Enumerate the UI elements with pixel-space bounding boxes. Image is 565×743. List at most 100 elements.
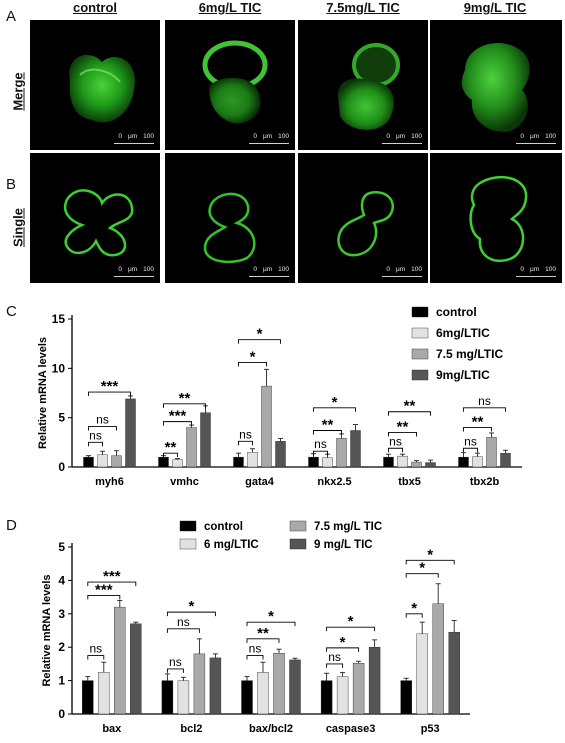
significance-bracket: [313, 450, 328, 456]
y-tick-label: 3: [58, 607, 65, 621]
significance-label: **: [179, 390, 191, 407]
legend-label: 7.5 mg/L TIC: [314, 521, 382, 533]
scale-bar: [249, 276, 289, 277]
bar: [368, 646, 381, 715]
significance-label: ***: [103, 568, 121, 585]
bar: [97, 454, 108, 468]
significance-bracket: [405, 573, 439, 578]
column-label-6mg: 6mg/L TIC: [198, 0, 262, 15]
significance-bracket: [166, 628, 200, 633]
significance-bracket: [405, 613, 423, 618]
bar: [186, 427, 197, 468]
legend-label: 9 mg/L TIC: [314, 539, 373, 551]
significance-label: ns: [389, 434, 402, 448]
micrograph-merge-control: 0 μm 100: [30, 20, 160, 150]
significance-label: *: [268, 608, 274, 625]
bar: [261, 385, 272, 468]
bar: [416, 633, 428, 715]
significance-label: *: [411, 600, 417, 617]
significance-label: ns: [249, 642, 262, 656]
significance-bracket: [88, 441, 103, 447]
bar: [83, 456, 94, 468]
significance-label: *: [348, 613, 354, 630]
bar: [98, 672, 110, 715]
significance-label: ns: [177, 615, 190, 629]
bar: [82, 680, 94, 715]
bar: [383, 456, 394, 468]
bar: [200, 412, 211, 468]
legend-swatch: [179, 538, 197, 550]
bar: [322, 457, 333, 468]
significance-bracket: [246, 638, 280, 643]
bar: [275, 441, 286, 468]
scale-label: 0 μm 100: [520, 133, 556, 140]
significance-bracket: [166, 668, 184, 673]
panel-b-letter: B: [6, 176, 17, 193]
significance-bracket: [163, 403, 206, 408]
y-tick-label: 5: [58, 540, 65, 554]
scale-bar: [516, 143, 556, 144]
y-tick-label: 0: [58, 707, 65, 721]
significance-bracket: [238, 361, 267, 367]
significance-bracket: [388, 447, 403, 453]
scale-bar: [114, 276, 154, 277]
column-label-7-5mg: 7.5mg/L TIC: [326, 0, 400, 15]
bar: [336, 676, 349, 715]
significance-label: ns: [464, 434, 477, 448]
significance-bracket: [463, 407, 506, 412]
legend-label: control: [204, 521, 243, 533]
bar: [400, 680, 412, 715]
bar: [425, 462, 436, 468]
legend-swatch: [411, 348, 429, 360]
significance-bracket: [238, 440, 253, 446]
legend-label: 9mg/LTIC: [436, 368, 490, 382]
significance-label: **: [404, 398, 416, 415]
significance-label: ns: [478, 394, 491, 408]
significance-bracket: [87, 655, 105, 660]
significance-label: **: [322, 416, 334, 433]
y-tick-label: 2: [58, 640, 65, 654]
micrograph-single-6mg: 0 μm 100: [165, 153, 295, 283]
significance-bracket: [87, 581, 137, 587]
significance-bracket: [163, 452, 178, 458]
significance-label: *: [427, 546, 433, 563]
bar: [458, 456, 469, 468]
significance-bracket: [238, 339, 281, 344]
significance-label: ns: [89, 428, 102, 442]
significance-label: *: [188, 598, 194, 615]
micrograph-single-9mg: 0 μm 100: [430, 153, 562, 283]
micrograph-merge-9mg: 0 μm 100: [430, 20, 562, 150]
bar: [486, 437, 497, 468]
significance-bracket: [313, 430, 342, 435]
x-tick-label: tbx2b: [470, 476, 500, 488]
scale-label: 0 μm 100: [118, 133, 154, 140]
bar: [125, 398, 136, 468]
bar: [320, 680, 333, 715]
significance-bracket: [326, 647, 360, 652]
scale-bar: [516, 276, 556, 277]
legend-swatch: [179, 520, 197, 532]
column-label-9mg: 9mg/L TIC: [463, 0, 527, 15]
significance-bracket: [313, 407, 356, 412]
legend-label: control: [436, 305, 477, 319]
significance-bracket: [166, 611, 216, 617]
scale-label: 0 μm 100: [253, 133, 289, 140]
scale-bar: [382, 276, 422, 277]
significance-bracket: [246, 655, 264, 660]
bar: [209, 657, 222, 715]
bar: [130, 623, 142, 715]
x-tick-label: caspase3: [326, 723, 376, 735]
y-axis-label: Relative mRNA levels: [41, 574, 53, 686]
significance-label: *: [419, 560, 425, 577]
scale-label: 0 μm 100: [118, 266, 154, 273]
scale-label: 0 μm 100: [386, 266, 422, 273]
significance-bracket: [463, 447, 478, 453]
significance-bracket: [326, 626, 376, 632]
x-tick-label: nkx2.5: [317, 476, 351, 488]
bar: [114, 606, 126, 715]
bar: [500, 452, 511, 468]
bar: [161, 680, 174, 715]
panel-a-letter: A: [6, 8, 17, 25]
significance-label: ns: [314, 437, 327, 451]
